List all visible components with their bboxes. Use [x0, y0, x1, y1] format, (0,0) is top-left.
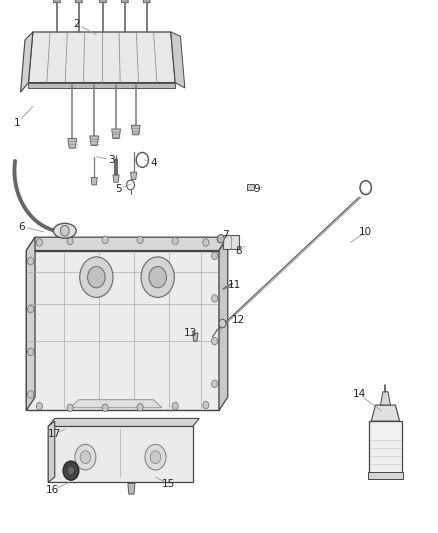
- Polygon shape: [381, 392, 390, 405]
- Polygon shape: [26, 237, 228, 251]
- Polygon shape: [26, 237, 35, 410]
- Circle shape: [172, 402, 178, 410]
- Text: 16: 16: [46, 486, 59, 495]
- Circle shape: [28, 257, 34, 265]
- Circle shape: [28, 391, 34, 398]
- Text: 11: 11: [228, 280, 241, 290]
- Circle shape: [67, 404, 73, 411]
- Circle shape: [36, 402, 42, 410]
- Polygon shape: [223, 235, 239, 249]
- Circle shape: [141, 257, 174, 297]
- Polygon shape: [21, 32, 33, 92]
- Circle shape: [63, 461, 79, 480]
- Polygon shape: [70, 400, 162, 408]
- Circle shape: [219, 319, 226, 328]
- Circle shape: [145, 445, 166, 470]
- Circle shape: [212, 295, 218, 302]
- Polygon shape: [219, 237, 228, 410]
- Polygon shape: [171, 32, 185, 88]
- Text: 4: 4: [150, 158, 157, 167]
- Text: 2: 2: [73, 19, 80, 29]
- Circle shape: [172, 237, 178, 245]
- Circle shape: [149, 266, 166, 288]
- Text: 6: 6: [18, 222, 25, 231]
- Circle shape: [67, 237, 73, 245]
- Polygon shape: [131, 125, 140, 135]
- Circle shape: [28, 305, 34, 313]
- Polygon shape: [247, 184, 254, 190]
- Text: 7: 7: [222, 230, 229, 239]
- Circle shape: [88, 266, 105, 288]
- Text: 1: 1: [14, 118, 21, 127]
- Circle shape: [212, 252, 218, 260]
- Text: 15: 15: [162, 479, 175, 489]
- Text: 13: 13: [184, 328, 197, 338]
- Circle shape: [137, 236, 143, 244]
- Circle shape: [28, 348, 34, 356]
- Polygon shape: [368, 472, 403, 479]
- Polygon shape: [121, 0, 128, 3]
- Polygon shape: [26, 251, 219, 410]
- Polygon shape: [68, 139, 77, 148]
- Polygon shape: [48, 418, 199, 426]
- Polygon shape: [143, 0, 150, 3]
- Circle shape: [36, 239, 42, 246]
- Circle shape: [212, 380, 218, 387]
- Ellipse shape: [53, 223, 76, 238]
- Text: 17: 17: [48, 430, 61, 439]
- Polygon shape: [48, 426, 193, 482]
- Circle shape: [80, 257, 113, 297]
- Polygon shape: [131, 172, 137, 180]
- Polygon shape: [91, 177, 97, 185]
- Polygon shape: [28, 32, 175, 83]
- Circle shape: [203, 401, 209, 409]
- Polygon shape: [28, 83, 175, 88]
- Polygon shape: [75, 0, 82, 3]
- Circle shape: [150, 451, 161, 464]
- Text: 14: 14: [353, 390, 366, 399]
- Circle shape: [212, 337, 218, 345]
- Polygon shape: [113, 175, 119, 182]
- Circle shape: [102, 404, 108, 411]
- Circle shape: [102, 236, 108, 244]
- Circle shape: [67, 466, 74, 475]
- Text: 9: 9: [253, 184, 260, 194]
- Circle shape: [60, 225, 69, 236]
- Text: 12: 12: [232, 315, 245, 325]
- Circle shape: [137, 403, 143, 411]
- Polygon shape: [371, 405, 399, 421]
- Polygon shape: [112, 129, 120, 139]
- Text: 8: 8: [235, 246, 242, 255]
- Circle shape: [75, 445, 96, 470]
- Polygon shape: [53, 0, 60, 3]
- Polygon shape: [90, 136, 99, 146]
- Circle shape: [203, 239, 209, 246]
- Circle shape: [80, 451, 91, 464]
- Text: 3: 3: [108, 155, 115, 165]
- Text: 10: 10: [359, 227, 372, 237]
- Polygon shape: [128, 483, 135, 494]
- Polygon shape: [48, 421, 55, 482]
- Text: 5: 5: [115, 184, 122, 194]
- Polygon shape: [99, 0, 106, 3]
- Polygon shape: [193, 333, 198, 341]
- Polygon shape: [369, 421, 402, 477]
- Circle shape: [217, 235, 224, 243]
